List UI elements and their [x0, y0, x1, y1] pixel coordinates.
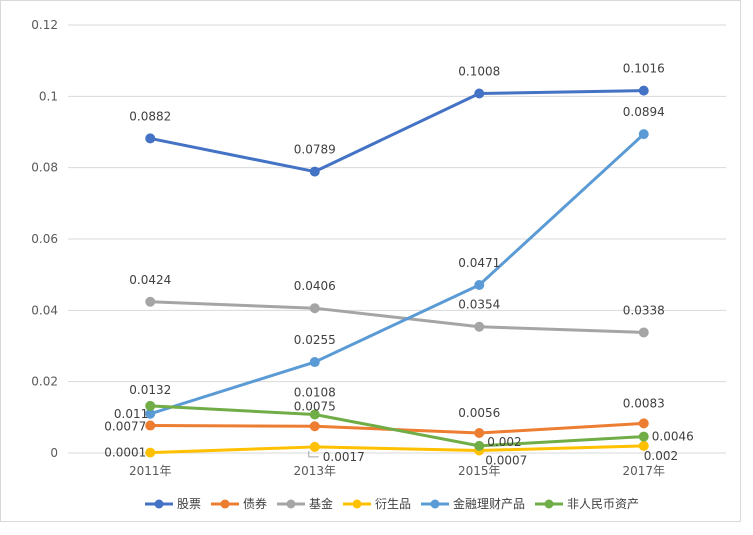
data-label: 0.0471 — [458, 256, 500, 270]
y-tick-label: 0.1 — [39, 89, 58, 103]
data-point — [474, 440, 485, 451]
y-tick-label: 0 — [50, 446, 58, 460]
data-label: 0.0338 — [623, 303, 665, 317]
data-label: 0.1016 — [623, 62, 665, 76]
data-point — [145, 400, 156, 411]
data-label: 0.0077 — [104, 420, 146, 434]
data-label: 0.002 — [644, 449, 678, 463]
data-label: 0.0056 — [458, 406, 500, 420]
data-label: 0.0406 — [294, 279, 336, 293]
data-label: 0.0424 — [129, 273, 171, 287]
data-point — [309, 421, 320, 432]
y-tick-label: 0.04 — [31, 303, 58, 317]
data-label: 0.002 — [487, 435, 521, 449]
data-point — [474, 321, 485, 332]
data-point — [309, 357, 320, 368]
data-point — [638, 418, 649, 429]
data-label: 0.0083 — [623, 396, 665, 410]
data-point — [474, 428, 485, 439]
data-label: 0.0007 — [485, 454, 527, 468]
data-label: 0.0017 — [323, 450, 365, 464]
data-point — [638, 85, 649, 96]
y-tick-label: 0.02 — [31, 375, 58, 389]
data-point — [638, 431, 649, 442]
legend-label: 金融理财产品 — [453, 496, 525, 511]
data-point — [474, 280, 485, 291]
data-point — [638, 327, 649, 338]
y-tick-label: 0.06 — [31, 232, 58, 246]
data-label: 0.0789 — [294, 143, 336, 157]
data-label: 0.011 — [114, 407, 148, 421]
legend-marker — [154, 499, 164, 509]
x-tick-label: 2017年 — [622, 464, 665, 478]
data-label: 0.0046 — [652, 430, 694, 444]
data-point — [145, 133, 156, 144]
legend-label: 衍生品 — [375, 497, 411, 511]
y-tick-label: 0.08 — [31, 161, 58, 175]
data-label: 0.0108 — [294, 385, 336, 399]
data-label: 0.1008 — [458, 64, 500, 78]
data-label: 0.0882 — [129, 109, 171, 123]
legend-marker — [430, 499, 440, 509]
series-line — [148, 300, 646, 334]
data-point — [309, 166, 320, 177]
legend-label: 债券 — [243, 496, 267, 511]
data-label: 0.0075 — [294, 399, 336, 413]
data-label: 0.0894 — [623, 105, 665, 119]
data-label: 0.0132 — [129, 383, 171, 397]
series-line — [148, 444, 646, 455]
legend-marker — [352, 499, 362, 509]
data-point — [145, 296, 156, 307]
data-point — [309, 303, 320, 314]
series-line — [148, 404, 646, 448]
series-line — [148, 89, 646, 174]
data-label: 0.0255 — [294, 333, 336, 347]
series-line — [148, 132, 646, 416]
legend-label: 基金 — [309, 496, 333, 511]
x-tick-label: 2013年 — [293, 464, 336, 478]
data-label: 0.0001 — [104, 446, 146, 460]
x-tick-label: 2011年 — [129, 464, 172, 478]
legend-marker — [544, 499, 554, 509]
data-point — [638, 129, 649, 140]
data-point — [309, 409, 320, 420]
chart-frame — [0, 0, 741, 522]
legend-marker — [220, 499, 230, 509]
legend-label: 非人民币资产 — [567, 497, 639, 511]
y-tick-label: 0.12 — [31, 18, 58, 32]
legend-marker — [286, 499, 296, 509]
data-point — [145, 447, 156, 458]
leader-line — [308, 450, 319, 458]
data-point — [309, 441, 320, 452]
x-tick-label: 2015年 — [458, 464, 501, 478]
data-point — [474, 88, 485, 99]
data-point — [145, 420, 156, 431]
legend-label: 股票 — [177, 497, 201, 511]
data-label: 0.0354 — [458, 298, 500, 312]
